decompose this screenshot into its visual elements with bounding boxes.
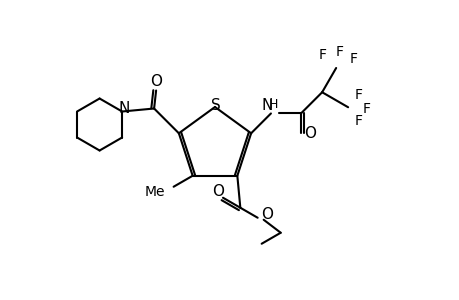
Text: N: N bbox=[118, 101, 129, 116]
Text: H: H bbox=[268, 98, 277, 111]
Text: N: N bbox=[261, 98, 272, 113]
Text: F: F bbox=[353, 114, 361, 128]
Text: O: O bbox=[303, 126, 315, 141]
Text: S: S bbox=[211, 98, 220, 112]
Text: O: O bbox=[212, 184, 224, 199]
Text: F: F bbox=[318, 48, 325, 62]
Text: Me: Me bbox=[145, 185, 165, 199]
Text: F: F bbox=[353, 88, 361, 102]
Text: F: F bbox=[335, 45, 342, 59]
Text: O: O bbox=[150, 74, 162, 89]
Text: F: F bbox=[361, 102, 369, 116]
Text: F: F bbox=[348, 52, 356, 66]
Text: O: O bbox=[260, 207, 272, 222]
